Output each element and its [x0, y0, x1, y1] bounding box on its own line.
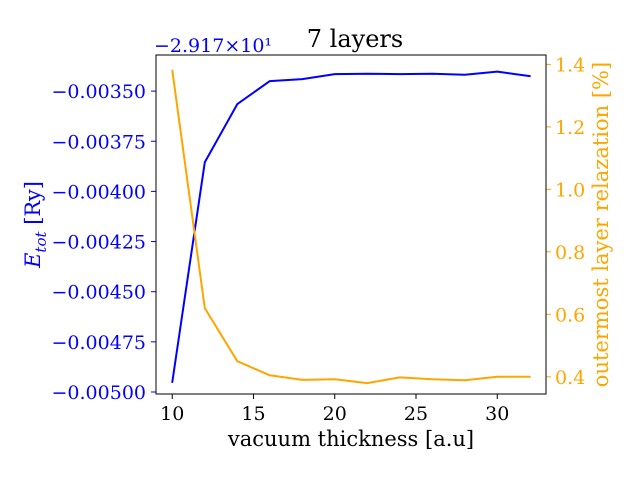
y-left-tick-label: −0.00425: [52, 232, 147, 254]
x-axis-label: vacuum thickness [a.u]: [227, 427, 474, 451]
y-left-tick-label: −0.00375: [52, 131, 147, 153]
series-line-relaxation: [171, 69, 531, 385]
y-right-axis-label: outermost layer relazation [%]: [589, 62, 613, 387]
x-tick-label: 10: [160, 403, 184, 425]
x-tick-label: 20: [323, 403, 347, 425]
y-left-tick-label: −0.00475: [52, 332, 147, 354]
y-left-offset-label: −2.917×10¹: [154, 35, 272, 57]
series-line-total-energy: [171, 70, 531, 383]
y-right-tick-label: 1.4: [555, 54, 585, 76]
y-left-tick-label: −0.00450: [52, 282, 147, 304]
plot-frame: [155, 54, 547, 395]
y-right-tick-label: 1.0: [555, 179, 585, 201]
y-right-tick-label: 0.6: [555, 304, 585, 326]
y-left-tick-label: −0.00400: [52, 181, 147, 203]
x-tick-label: 30: [485, 403, 509, 425]
x-tick-label: 25: [404, 403, 428, 425]
y-right-tick-label: 1.2: [555, 117, 585, 139]
ticks-layer: 10 15 20 25 30 −0.00350 −0.00375 −0.00400 −0.004…: [52, 54, 586, 425]
y-left-tick-label: −0.00350: [52, 81, 147, 103]
y-left-axis-label: Etot [Ry]: [21, 181, 50, 269]
y-left-tick-label: −0.00500: [52, 382, 147, 404]
y-right-tick-label: 0.4: [555, 367, 585, 389]
chart-title: 7 layers: [307, 25, 403, 53]
y-right-tick-label: 0.8: [555, 242, 585, 264]
x-tick-label: 15: [241, 403, 265, 425]
series-layer: [171, 69, 531, 385]
